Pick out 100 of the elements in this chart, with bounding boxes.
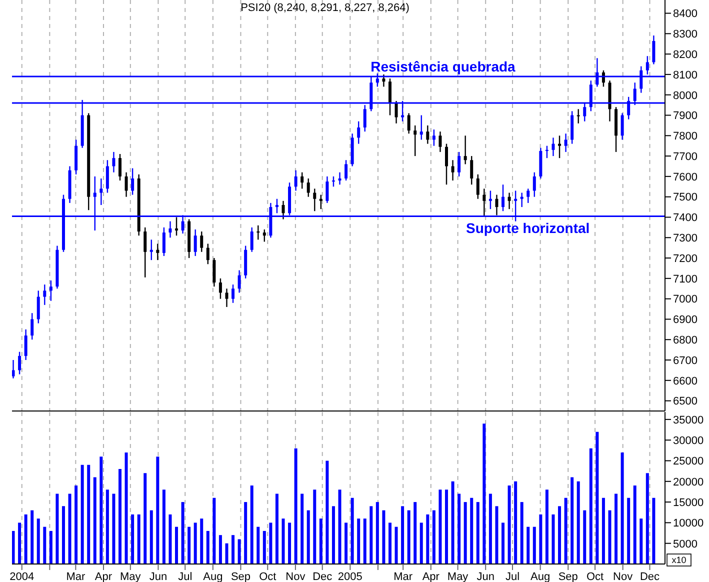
x-tick-label: Mar [66,570,86,582]
bar [401,506,404,564]
candlestick [564,133,568,153]
bar [275,494,278,564]
bar [74,486,78,564]
candlestick [232,284,235,304]
candlestick [124,172,128,198]
bar [350,498,354,564]
bar [232,535,235,564]
candlestick [495,194,498,216]
x-tick-label: Apr [94,570,112,582]
bar [244,502,248,564]
candlestick [156,243,160,261]
candlestick [488,190,492,210]
y-tick-label: 5000 [673,538,698,550]
candlestick [414,124,417,157]
y-tick-label: 8300 [673,28,698,41]
bar [30,510,34,564]
y-tick-label: 7400 [673,212,698,224]
chart-title: PSI20 (8,240, 8,291, 8,227, 8,264) [240,2,410,14]
axis-unit-box: x10 [666,554,692,566]
candlestick [49,280,52,302]
x-tick-label: Jun [476,570,494,582]
bar [218,535,222,564]
candlestick [458,151,461,178]
candlestick [388,78,392,116]
candlestick [300,172,304,190]
bar [137,514,140,564]
candlestick [420,114,423,140]
candlestick [552,137,555,157]
candlestick [426,124,430,144]
bar [49,530,52,564]
bar [112,494,116,564]
candlestick [545,145,548,159]
bar [144,473,147,564]
ref-line-label: Suporte horizontal [466,220,590,236]
bar [382,510,386,564]
bar [93,477,96,564]
candlestick [24,328,28,361]
bar [488,494,492,564]
x-tick-label: Dec [640,570,660,582]
y-tick-label: 7000 [673,294,698,306]
candlestick [175,216,178,236]
bar [508,486,511,564]
bar [426,514,430,564]
x-tick-label: May [447,570,469,582]
y-tick-label: 8000 [673,90,698,102]
x-tick-label: Oct [259,570,276,582]
x-tick-label: Jul [505,570,520,582]
bar [652,498,656,564]
y-tick-label: 7500 [673,192,698,204]
bar [451,481,454,564]
candlestick [652,34,656,65]
candlestick [30,312,34,340]
bar [502,522,505,564]
bar [282,518,285,564]
bar [539,514,542,564]
y-tick-label: 8100 [673,69,698,82]
candlestick [144,226,147,278]
x-tick-label: Aug [203,570,223,582]
candlestick [482,188,486,217]
x-tick-label: Oct [586,570,604,582]
bar [589,448,592,564]
y-tick-label: 6500 [673,396,698,408]
candlestick [526,188,530,204]
bar [514,481,518,564]
bar [532,526,536,564]
bar [394,526,398,564]
bar [36,518,40,564]
bar [300,494,304,564]
candlestick [100,178,103,206]
bar [420,522,423,564]
x-tick-label: Aug [530,570,550,582]
y-tick-label: 6800 [673,334,698,347]
bar [131,514,134,564]
candlestick [382,74,386,88]
bar [238,539,241,564]
y-axis-title: x10 [672,555,686,565]
bar [596,432,599,564]
bar [620,452,624,564]
bar [200,518,204,564]
candlestick [294,170,298,192]
x-tick-label: May [120,570,142,582]
bar [12,530,15,564]
bar [520,502,524,564]
x-tick-label: 2005 [338,570,362,582]
candlestick [43,284,46,306]
bar [262,530,266,564]
y-tick-label: 7800 [673,130,698,143]
bar [313,490,316,564]
bar [545,490,548,564]
candlestick [476,174,480,200]
candlestick [344,160,348,182]
bar [43,526,46,564]
y-tick-label: 20000 [673,476,704,488]
candlestick [470,155,474,186]
candlestick [218,278,222,300]
bar [62,506,65,564]
bar [256,526,260,564]
y-tick-label: 6700 [673,354,698,367]
